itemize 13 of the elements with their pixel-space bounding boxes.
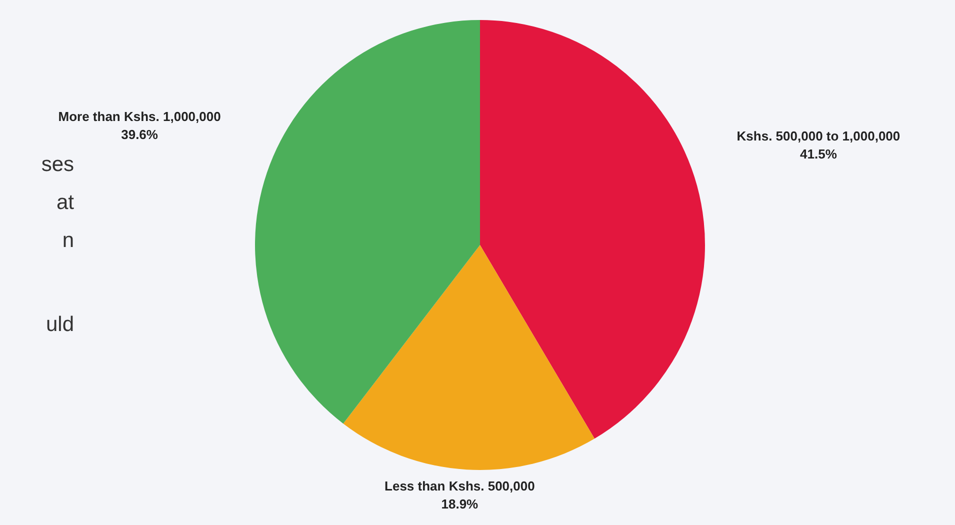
text: at [55,191,74,215]
pie-slice [343,245,595,470]
data-label: 18.9% [441,496,479,512]
data-label: 39.6% [121,126,158,142]
slice-label: More than Kshs. 1,000,000 [58,108,221,124]
pie-slice [480,20,705,439]
text: uld [44,313,74,337]
pie-slice [255,20,480,424]
text: ses [40,153,74,177]
slice-label: Less than Kshs. 500,000 [384,478,535,494]
text: n [61,229,74,253]
slice-label: Kshs. 500,000 to 1,000,000 [736,128,900,144]
data-label: 41.5% [800,146,838,162]
